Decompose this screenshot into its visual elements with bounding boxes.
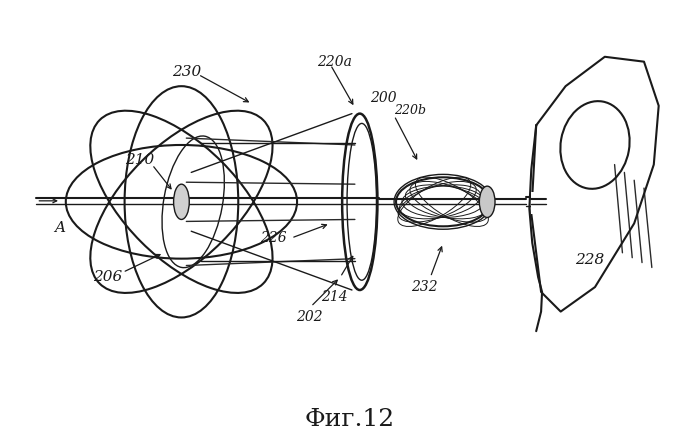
Text: A: A [54, 221, 65, 236]
Text: 220b: 220b [394, 104, 426, 117]
Text: 210: 210 [124, 153, 154, 167]
Text: 206: 206 [93, 270, 122, 284]
Text: 200: 200 [370, 91, 396, 105]
Text: 214: 214 [321, 290, 347, 304]
Text: 228: 228 [575, 253, 605, 267]
Text: Фиг.12: Фиг.12 [305, 408, 394, 429]
Text: 232: 232 [411, 280, 438, 294]
Text: 202: 202 [296, 310, 323, 323]
Ellipse shape [480, 186, 495, 218]
Text: 230: 230 [172, 65, 201, 79]
Bar [531, 192, 551, 214]
Text: 226: 226 [260, 231, 287, 245]
Text: 220a: 220a [317, 55, 352, 69]
Ellipse shape [173, 184, 189, 220]
